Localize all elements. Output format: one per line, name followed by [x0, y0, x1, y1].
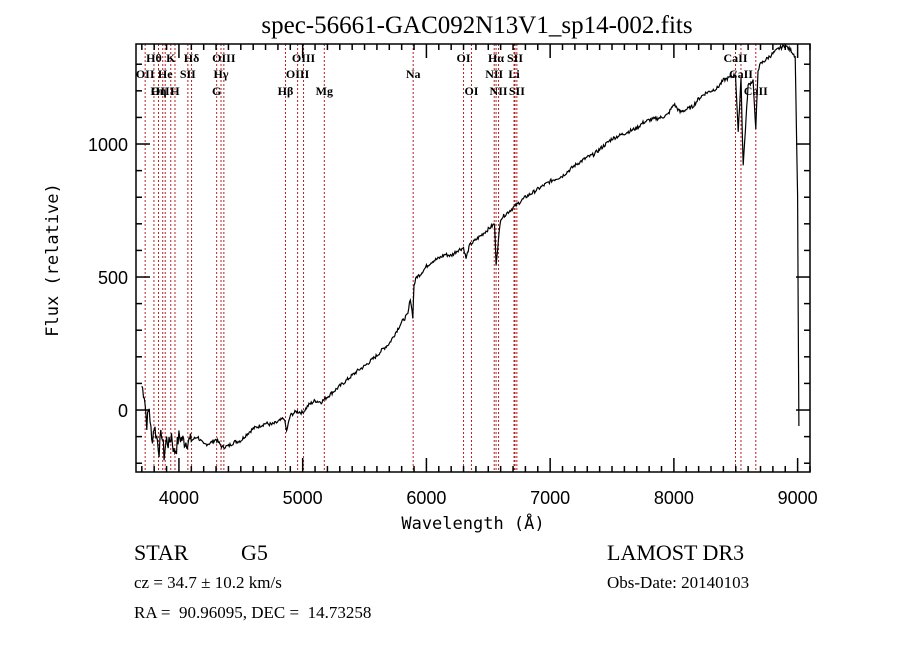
line-label: CaII — [724, 51, 748, 65]
line-label: OIII — [151, 84, 175, 98]
chart-title: spec-56661-GAC092N13V1_sp14-002.fits — [261, 12, 692, 39]
line-label: Hα — [488, 51, 504, 65]
x-tick-label: 9000 — [778, 488, 818, 508]
line-label: CaII — [744, 84, 768, 98]
line-label: K — [166, 51, 176, 65]
line-label: NII — [490, 84, 508, 98]
obs-date: Obs-Date: 20140103 — [607, 573, 750, 592]
object-class: STAR — [134, 540, 189, 565]
line-label: Li — [508, 67, 520, 81]
line-label: Na — [406, 67, 421, 81]
line-label: Hδ — [184, 51, 200, 65]
line-label: G — [212, 84, 221, 98]
line-label: Hη — [150, 84, 166, 98]
survey-name: LAMOST DR3 — [607, 540, 745, 565]
line-label: OIII — [292, 51, 316, 65]
line-label: Hγ — [214, 67, 229, 81]
x-tick-label: 8000 — [654, 488, 694, 508]
coordinates: RA = 90.96095, DEC = 14.73258 — [134, 603, 372, 622]
line-label: OI — [464, 84, 478, 98]
x-axis: 4000 5000 6000 7000 8000 9000 — [141, 44, 818, 508]
y-tick-label: 0 — [118, 401, 128, 421]
x-axis-label: Wavelength (Å) — [401, 512, 544, 534]
line-label: He — [158, 67, 173, 81]
line-label: SII — [180, 67, 196, 81]
y-tick-label: 500 — [98, 268, 128, 288]
y-tick-label: 1000 — [88, 135, 128, 155]
line-label: SII — [507, 51, 523, 65]
y-axis: 0 500 1000 — [88, 63, 810, 464]
spectrum-line — [141, 43, 800, 461]
redshift-text: cz = 34.7 ± 10.2 km/s — [134, 573, 282, 592]
x-tick-label: 4000 — [159, 488, 199, 508]
line-label: SII — [509, 84, 525, 98]
line-label: OI — [457, 51, 471, 65]
line-label: Hβ — [278, 84, 294, 98]
x-tick-label: 5000 — [283, 488, 323, 508]
line-label: NII — [485, 67, 503, 81]
line-label: Hθ — [146, 51, 162, 65]
x-tick-label: 6000 — [406, 488, 446, 508]
plot-frame — [135, 43, 811, 473]
y-axis-label: Flux (relative) — [43, 183, 63, 337]
line-label: OII — [136, 67, 155, 81]
x-tick-label: 7000 — [530, 488, 570, 508]
line-label: Mg — [316, 84, 333, 98]
line-label: OIII — [286, 67, 310, 81]
spectrum-series — [141, 43, 800, 461]
line-label: OIII — [212, 51, 236, 65]
line-markers — [144, 44, 757, 472]
subclass: G5 — [241, 540, 268, 565]
line-label: H — [170, 84, 180, 98]
